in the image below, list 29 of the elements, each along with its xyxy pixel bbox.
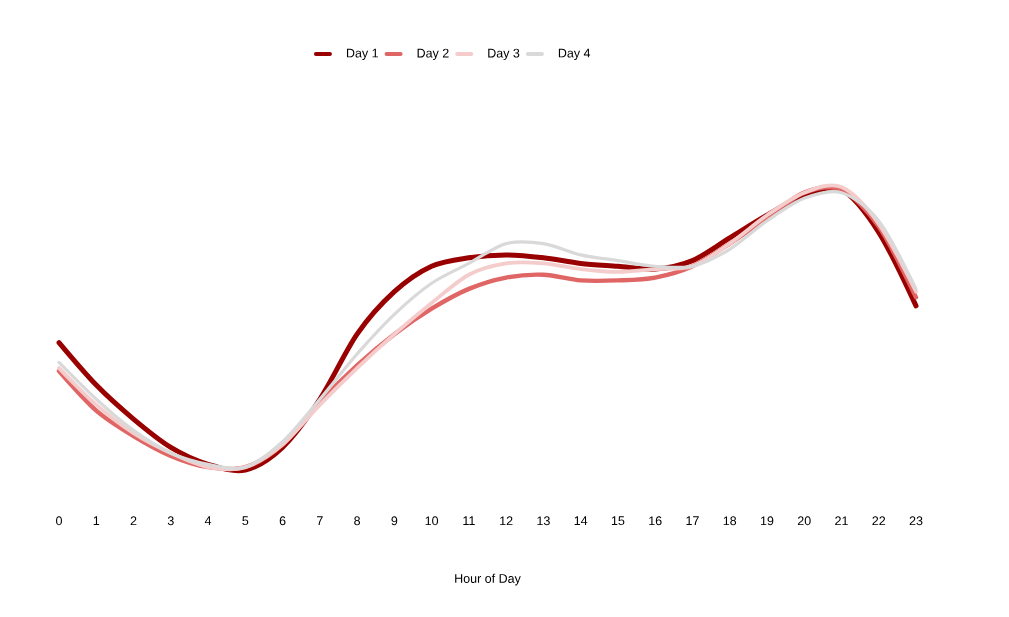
legend-label: Day 2 [417, 48, 449, 60]
x-axis-title: Hour of Day [455, 573, 521, 586]
x-tick-label: 23 [909, 516, 923, 526]
x-tick-label: 22 [872, 516, 886, 526]
x-tick-label: 0 [56, 516, 62, 526]
legend-label: Day 4 [558, 48, 591, 60]
legend-label: Day 1 [346, 48, 378, 60]
x-tick-label: 11 [463, 516, 475, 525]
x-tick-label: 19 [760, 516, 774, 526]
x-tick-label: 16 [649, 516, 662, 526]
x-tick-label: 7 [316, 516, 323, 525]
x-tick-label: 18 [723, 516, 737, 526]
x-tick-label: 1 [93, 516, 100, 525]
x-tick-label: 12 [500, 516, 513, 526]
x-tick-label: 10 [425, 516, 439, 526]
x-tick-label: 13 [537, 516, 550, 526]
x-tick-label: 21 [835, 516, 848, 526]
x-tick-label: 4 [204, 516, 212, 525]
x-tick-label: 2 [130, 516, 137, 526]
x-tick-label: 3 [167, 516, 174, 526]
x-tick-label: 9 [391, 516, 398, 526]
x-tick-label: 6 [279, 516, 286, 526]
x-tick-label: 17 [686, 516, 699, 525]
x-tick-label: 8 [354, 516, 361, 526]
x-tick-label: 15 [611, 516, 625, 526]
legend-label: Day 3 [488, 48, 520, 60]
x-tick-label: 14 [574, 516, 588, 525]
x-tick-label: 20 [797, 516, 811, 526]
x-tick-label: 5 [242, 516, 249, 526]
